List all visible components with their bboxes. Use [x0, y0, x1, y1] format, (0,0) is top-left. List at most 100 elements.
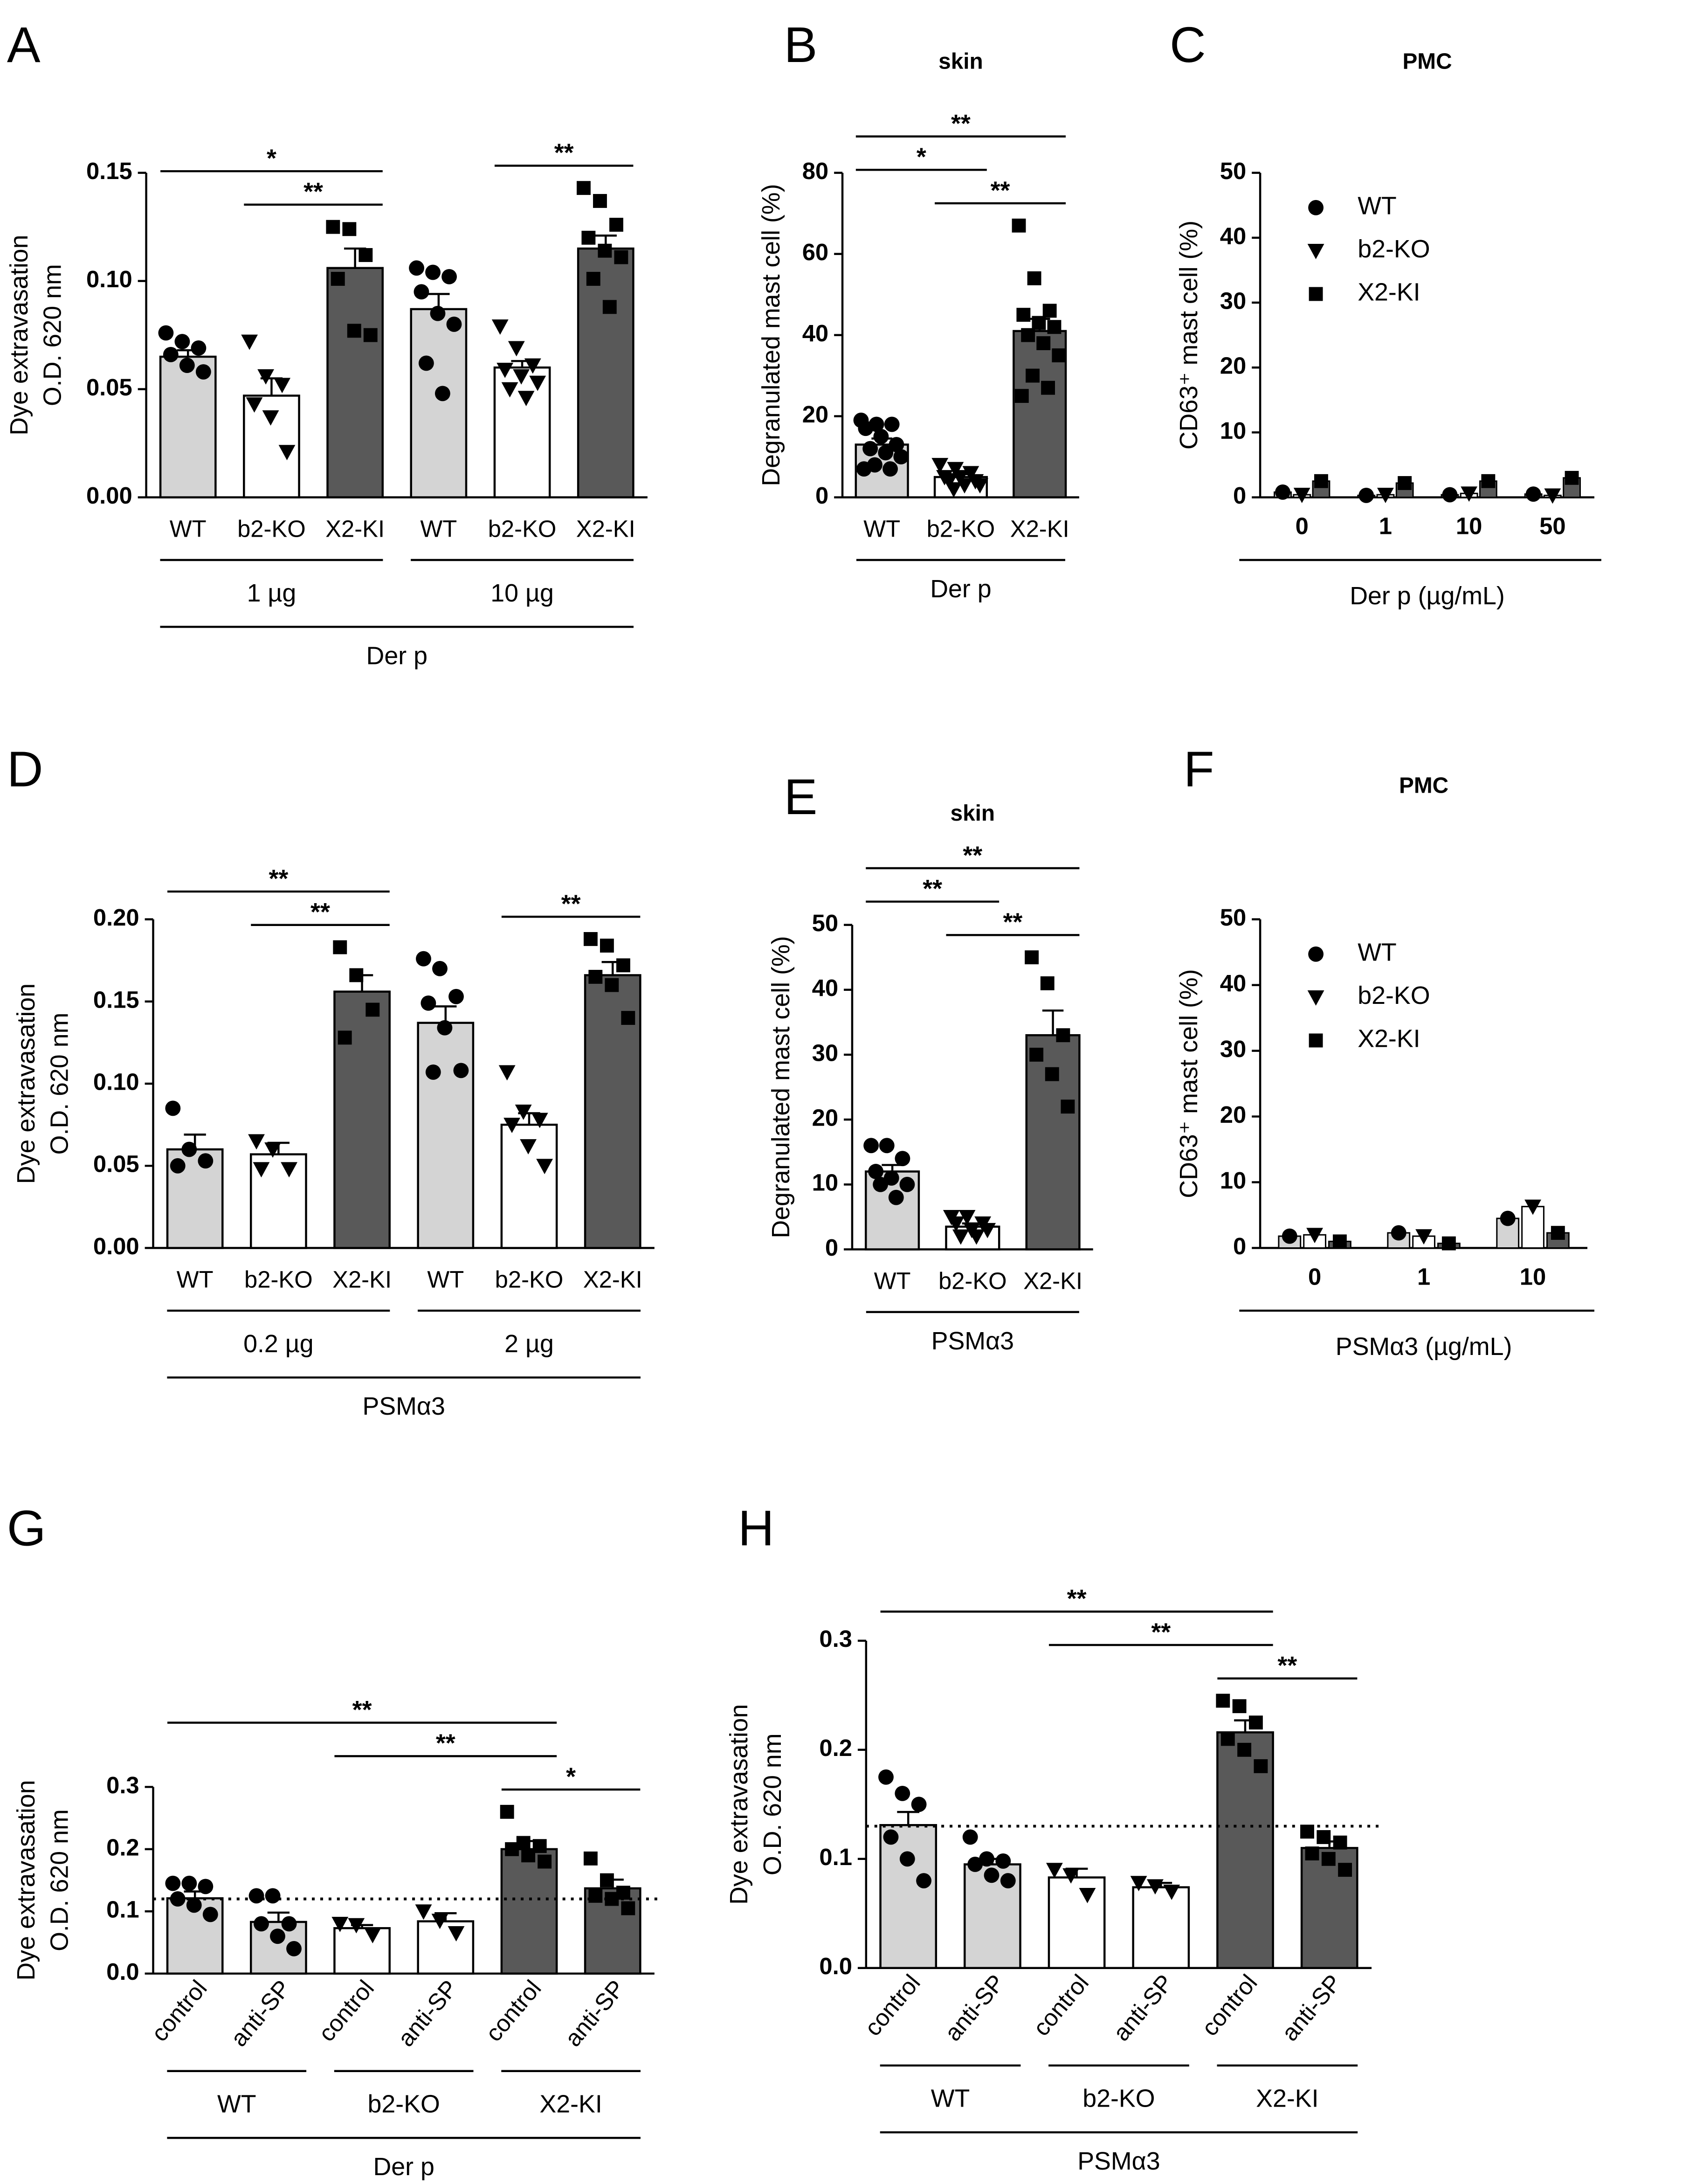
bar — [493, 366, 551, 498]
point — [437, 1020, 453, 1036]
point — [414, 284, 429, 300]
point — [1041, 380, 1055, 395]
point — [1248, 1715, 1263, 1730]
x-tick-label: WT — [177, 1266, 214, 1293]
point — [333, 940, 347, 954]
bar — [1132, 1886, 1190, 1969]
point — [179, 358, 195, 373]
point — [501, 382, 518, 398]
y-axis-label: CD63⁺ mast cell (%) — [1175, 221, 1203, 449]
point — [1338, 1863, 1352, 1877]
point — [1358, 488, 1374, 503]
x-tick-label: WT — [170, 516, 207, 542]
point — [264, 1142, 281, 1158]
point — [500, 1804, 514, 1819]
point — [1442, 487, 1458, 503]
panel-letter: H — [738, 1500, 774, 1556]
point — [984, 1867, 1000, 1883]
x-tick-label: X2-KI — [1010, 516, 1069, 542]
point — [441, 269, 457, 284]
point — [883, 1829, 899, 1845]
y-tick-label: 40 — [1220, 970, 1246, 996]
y-axis-label: Dye extravasation — [725, 1704, 753, 1905]
group-label: b2-KO — [1082, 2085, 1155, 2113]
legend-label: b2-KO — [1358, 235, 1430, 263]
point — [614, 250, 628, 264]
point — [868, 1164, 884, 1179]
point — [331, 1917, 349, 1932]
group-label: b2-KO — [368, 2090, 440, 2118]
point — [958, 1209, 976, 1225]
y-tick-label: 40 — [1220, 222, 1246, 249]
point — [1314, 474, 1328, 488]
y-tick-label: 0 — [815, 482, 828, 509]
point — [593, 194, 607, 208]
panel-title: skin — [951, 801, 995, 826]
point — [434, 386, 450, 401]
y-axis-label: Dye extravasation — [5, 235, 33, 435]
point — [529, 375, 546, 391]
point — [1021, 328, 1035, 342]
point — [1481, 474, 1496, 488]
bar — [326, 267, 384, 498]
point — [856, 461, 872, 477]
point — [1045, 1067, 1059, 1081]
group-label: PSMα3 — [362, 1392, 445, 1420]
legend-label: WT — [1358, 192, 1397, 220]
panel-letter: A — [7, 17, 41, 73]
point — [1146, 1879, 1164, 1895]
y-tick-label: 30 — [812, 1039, 838, 1066]
x-tick-label: 1 — [1417, 1264, 1430, 1290]
y-tick-label: 0.0 — [106, 1958, 139, 1985]
legend-label: X2-KI — [1358, 1025, 1420, 1053]
y-tick-label: 0.3 — [819, 1625, 852, 1652]
point — [1046, 1863, 1063, 1879]
y-tick-label: 0 — [825, 1234, 838, 1261]
point — [513, 369, 530, 385]
point — [1216, 1693, 1230, 1708]
significance-label: * — [566, 1762, 576, 1790]
point — [598, 243, 612, 258]
bar — [577, 247, 634, 498]
significance-label: ** — [991, 176, 1010, 204]
point — [286, 1941, 302, 1956]
y-axis-label: CD63⁺ mast cell (%) — [1175, 969, 1203, 1198]
legend-label: b2-KO — [1358, 981, 1430, 1009]
legend-marker — [1307, 244, 1324, 259]
point — [1525, 486, 1541, 502]
x-tick-label: b2-KO — [244, 1266, 313, 1293]
point — [281, 1162, 298, 1178]
point — [1544, 488, 1561, 504]
point — [359, 248, 373, 262]
point — [956, 478, 973, 494]
group-label: Der p — [930, 575, 991, 603]
y-tick-label: 10 — [1220, 1167, 1246, 1194]
x-tick-label: 0 — [1296, 513, 1309, 539]
y-tick-label: 0.2 — [106, 1834, 139, 1860]
bar — [333, 1927, 391, 1975]
point — [1306, 1228, 1324, 1244]
significance-label: * — [917, 143, 926, 171]
point — [931, 458, 949, 473]
panel-letter: F — [1184, 741, 1214, 797]
legend-marker — [1308, 946, 1324, 962]
x-tick-label: WT — [863, 516, 900, 542]
point — [432, 961, 448, 976]
point — [911, 1797, 927, 1812]
group-label: Der p — [373, 2153, 434, 2181]
point — [1000, 1873, 1016, 1888]
point — [962, 466, 979, 482]
point — [278, 445, 296, 461]
x-tick-label: 10 — [1456, 513, 1482, 539]
point — [538, 1854, 552, 1869]
point — [1441, 1236, 1456, 1251]
group-label: 10 µg — [490, 579, 554, 607]
bar — [1216, 1731, 1274, 1969]
point — [425, 1064, 441, 1080]
error-bar — [434, 1005, 457, 1023]
significance-label: ** — [923, 875, 942, 903]
y-tick-label: 20 — [1220, 1101, 1246, 1128]
point — [967, 1857, 983, 1872]
point — [246, 397, 263, 413]
y-axis-label: O.D. 620 nm — [758, 1733, 786, 1875]
